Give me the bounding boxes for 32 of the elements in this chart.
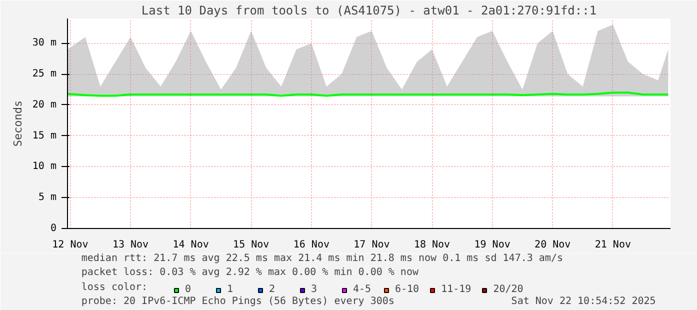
x-tick-label: 19 Nov	[474, 240, 510, 250]
x-tick-label: 17 Nov	[354, 240, 390, 250]
legend-label: 1	[227, 284, 234, 295]
text: probe: 20 IPv6-ICMP Echo Pings (56 Bytes) every 300s	[81, 296, 394, 307]
chart-title: Last 10 Days from tools to (AS41075) - atw01 - 2a01:270:91fd::1	[141, 4, 597, 18]
y-tick-label: 25 m	[32, 68, 57, 80]
x-tick-label: 13 Nov	[112, 240, 149, 250]
x-tick-label: 16 Nov	[293, 240, 330, 250]
legend-title: loss color:	[81, 282, 148, 293]
text: median rtt: 21.7 ms avg 22.5 ms max 21.4 ms min 21.8 ms now 0.1 ms sd 147.3 am/s	[81, 253, 563, 264]
y-tick-label: 30 m	[32, 38, 57, 49]
y-tick-label: 10 m	[32, 161, 57, 172]
x-tick-label: 15 Nov	[233, 240, 270, 250]
legend-label: 6-10	[395, 284, 420, 295]
x-tick-label: 12 Nov	[52, 240, 88, 250]
legend-label: 2	[269, 284, 276, 295]
legend-label: 20/20	[493, 284, 524, 295]
x-tick-label: 14 Nov	[172, 240, 209, 250]
x-tick-label: 18 Nov	[414, 240, 450, 250]
y-tick-label: 0	[50, 223, 57, 234]
legend-label: 4-5	[353, 284, 372, 295]
x-tick-label: 20 Nov	[534, 240, 571, 250]
y-axis-title: Seconds	[11, 100, 24, 147]
text: Sat Nov 22 10:54:52 2025	[511, 296, 656, 307]
y-tick-label: 5 m	[38, 192, 56, 204]
legend-label: 3	[311, 284, 318, 295]
y-tick-label: 15 m	[32, 130, 57, 142]
y-tick-label: 20 m	[32, 99, 57, 110]
legend-label: 11-19	[441, 284, 472, 295]
x-tick-label: 21 Nov	[594, 240, 631, 250]
text: packet loss: 0.03 % avg 2.92 % max 0.00 % min 0.00 % now	[81, 267, 420, 278]
legend-label: 0	[185, 284, 192, 295]
